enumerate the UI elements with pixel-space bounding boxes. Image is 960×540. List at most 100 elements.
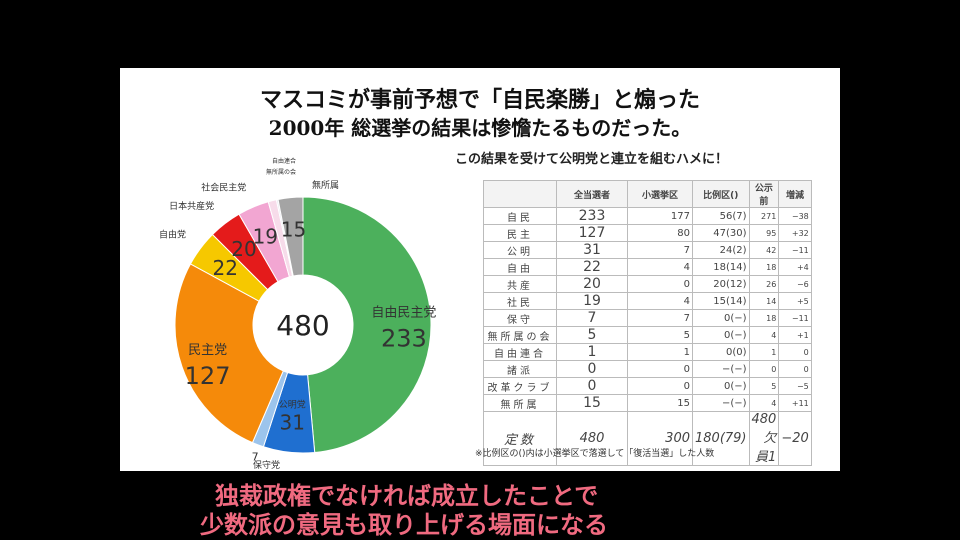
cell: 480: [556, 411, 628, 466]
slice-value-4: 22: [213, 256, 238, 280]
cell: 自由連合: [483, 343, 557, 361]
cell: 5: [556, 326, 628, 344]
overlay-caption-1: 独裁政権でなければ成立したことで: [215, 482, 599, 510]
slice-value-1: 31: [280, 410, 305, 434]
cell: +4: [778, 258, 812, 276]
cell: 無所属: [483, 394, 557, 412]
slice-label-9: 無所属: [312, 179, 339, 191]
slice-3: [174, 263, 284, 444]
slice-0: [302, 196, 432, 454]
slice-label-8: 自由連合: [272, 157, 296, 165]
cell: −11: [778, 309, 812, 327]
table-row: 無所属 15 15 −(−) 4 +11: [483, 394, 812, 412]
cell: 42: [748, 241, 780, 259]
cell: −6: [778, 275, 812, 293]
table-row: 保守 7 7 0(−) 18 −11: [483, 309, 812, 327]
slice-value-5: 20: [231, 237, 256, 261]
cell: [483, 180, 557, 208]
cell: 5: [627, 326, 693, 344]
cell: −38: [778, 207, 812, 225]
table-header: 全当選者 小選挙区 比例区() 公示前 増減: [483, 180, 812, 208]
cell: 22: [556, 258, 628, 276]
slice-label-0: 自由民主党: [371, 305, 436, 320]
table-row: 社民 19 4 15(14) 14 +5: [483, 292, 812, 310]
slice-9: [277, 196, 304, 277]
cell: 233: [556, 207, 628, 225]
cell: 0: [556, 360, 628, 378]
cell: 20: [556, 275, 628, 293]
cell: 19: [556, 292, 628, 310]
table-row: 共産 20 0 20(12) 26 −6: [483, 275, 812, 293]
cell: 0(−): [692, 326, 750, 344]
center-total: 480: [276, 309, 329, 342]
cell: 180(79): [692, 411, 750, 466]
cell: 15: [556, 394, 628, 412]
cell: 47(30): [692, 224, 750, 242]
title-line-2: 2000年 総選挙の結果は惨憺たるものだった。: [268, 116, 692, 140]
slice-label-7: 無所属の会: [266, 168, 296, 176]
cell: 56(7): [692, 207, 750, 225]
cell: 4: [627, 258, 693, 276]
table-row: 諸派 0 0 −(−) 0 0: [483, 360, 812, 378]
table-row: 公明 31 7 24(2) 42 −11: [483, 241, 812, 259]
cell: 0(−): [692, 309, 750, 327]
table-total-row: 定数 480 300 180(79) 480 欠員1 −20: [483, 411, 812, 466]
cell: 民主: [483, 224, 557, 242]
cell: 177: [627, 207, 693, 225]
cell: 18(14): [692, 258, 750, 276]
cell: 社民: [483, 292, 557, 310]
cell: 31: [556, 241, 628, 259]
slice-label-2: 保守党: [253, 459, 280, 471]
table-row: 自民 233 177 56(7) 271 −38: [483, 207, 812, 225]
slice-value-0: 233: [381, 324, 427, 352]
table-row: 自由連合 1 1 0(0) 1 0: [483, 343, 812, 361]
cell: +32: [778, 224, 812, 242]
cell: 自民: [483, 207, 557, 225]
cell: 26: [748, 275, 780, 293]
cell: 保守: [483, 309, 557, 327]
cell: 0: [627, 275, 693, 293]
cell: 18: [748, 309, 780, 327]
cell: 15(14): [692, 292, 750, 310]
cell: 24(2): [692, 241, 750, 259]
cell: 127: [556, 224, 628, 242]
cell: 小選挙区: [627, 180, 693, 208]
cell: 無所属の会: [483, 326, 557, 344]
cell: 改革クラブ: [483, 377, 557, 395]
slice-value-2: 7: [252, 450, 259, 463]
cell: 0: [778, 343, 812, 361]
cell: 95: [748, 224, 780, 242]
cell: 4: [748, 326, 780, 344]
cell: 18: [748, 258, 780, 276]
slice-value-9: 15: [281, 217, 306, 241]
title-line-1: マスコミが事前予想で「自民楽勝」と煽った: [259, 87, 700, 113]
cell: 0: [778, 360, 812, 378]
cell: 自由: [483, 258, 557, 276]
cell: 公示前: [748, 180, 780, 208]
cell: 諸派: [483, 360, 557, 378]
overlay-caption-2: 少数派の意見も取り上げる場面になる: [200, 511, 608, 539]
cell: 480 欠員1: [748, 411, 780, 466]
subtitle: この結果を受けて公明党と連立を組むハメに！: [454, 152, 728, 167]
slice-label-1: 公明党: [279, 398, 306, 410]
cell: 271: [748, 207, 780, 225]
cell: 80: [627, 224, 693, 242]
cell: 0: [748, 360, 780, 378]
cell: 公明: [483, 241, 557, 259]
cell: 20(12): [692, 275, 750, 293]
table-row: 無所属の会 5 5 0(−) 4 +1: [483, 326, 812, 344]
slice-label-4: 自由党: [159, 229, 186, 241]
cell: 0: [627, 360, 693, 378]
cell: 増減: [778, 180, 812, 208]
cell: 定数: [483, 411, 557, 466]
cell: −5: [778, 377, 812, 395]
slice-label-5: 日本共産党: [169, 200, 214, 212]
cell: 14: [748, 292, 780, 310]
cell: 比例区(): [692, 180, 750, 208]
cell: +5: [778, 292, 812, 310]
table-row: 自由 22 4 18(14) 18 +4: [483, 258, 812, 276]
cell: −11: [778, 241, 812, 259]
cell: 5: [748, 377, 780, 395]
results-table: 全当選者 小選挙区 比例区() 公示前 増減 自民 233 177 56(7) 271 −38 民主 1…: [483, 180, 812, 466]
cell: −20: [778, 411, 812, 466]
